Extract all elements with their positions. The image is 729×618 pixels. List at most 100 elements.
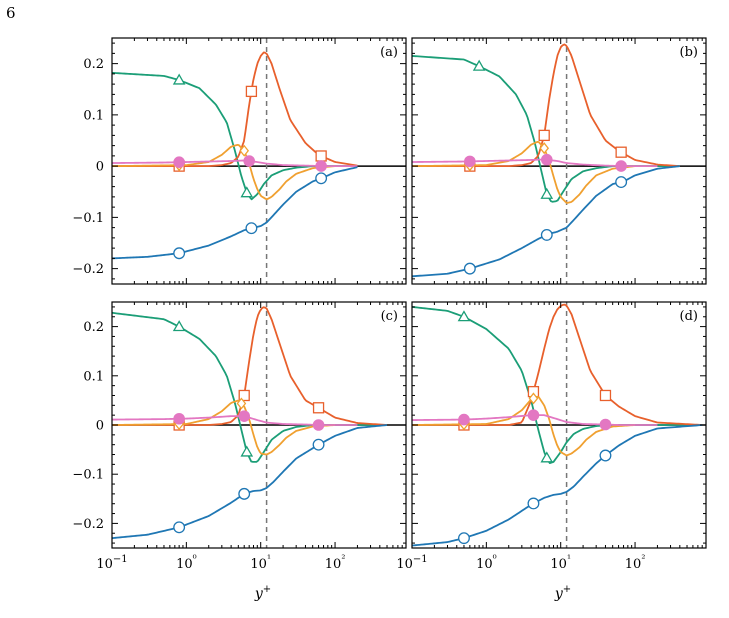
panel-d-xtick-base: 10 [550, 557, 567, 572]
panel-a-frame [111, 37, 407, 285]
panel-d-series-green-line [412, 306, 703, 465]
panel-c-xtick-base: 10 [176, 557, 193, 572]
panel-d-series-magenta-marker-0 [458, 413, 470, 426]
panel-d-xlabel-base: y [554, 586, 564, 602]
panel-c-xtick-label: 10¹ [250, 554, 271, 572]
panel-c-ytick-label: 0 [96, 419, 104, 434]
panel-b-series-blue-line [412, 165, 680, 278]
panel-d-series-orange-marker-1 [528, 392, 539, 405]
panel-d-xtick-label: 10−1 [396, 554, 427, 572]
panel-d-xtick-base: 10 [625, 557, 642, 572]
panel-b-series-green-marker-1 [540, 187, 554, 199]
panel-c-series-blue-marker-2 [312, 438, 325, 451]
panel-d-series-orange-line [412, 395, 636, 457]
panel-d-series-blue-marker-1 [527, 497, 540, 510]
panel-d-series-green [412, 306, 703, 465]
panel-b-series-red-marker-2 [615, 146, 627, 158]
panel-a-series-orange [112, 143, 336, 201]
panel-c-series-magenta [112, 410, 358, 431]
panel-a-series-blue [112, 166, 358, 260]
panel-c-xlabel-sup: + [263, 584, 271, 595]
panel-b-series-magenta [412, 153, 658, 172]
panel-c-series-blue-marker-1 [238, 487, 251, 500]
panel-c-series-red-line [112, 306, 388, 426]
panel-b-series-blue-marker-0 [463, 262, 476, 275]
panel-c-series-magenta-marker-0 [173, 412, 185, 425]
panel-a-ytick-label: 0.1 [83, 108, 104, 123]
panel-d-series-blue-marker-0 [458, 532, 470, 545]
panel-d-xtick-label: 10² [625, 554, 646, 572]
panel-c-xtick-label: 10⁰ [176, 554, 197, 572]
panel-c-xlabel: y+ [254, 584, 271, 602]
panel-d-series-red-marker-2 [599, 389, 612, 402]
panel-a-series-orange-line [112, 143, 336, 201]
panel-d-series-magenta-marker-2 [599, 418, 612, 431]
panel-c-xlabel-base: y [254, 586, 264, 602]
panel-d-label: (d) [680, 309, 698, 324]
panel-d-series-green-marker-0 [457, 310, 471, 322]
panel-c-series-green-marker-1 [240, 445, 254, 457]
panel-a-label: (a) [380, 45, 398, 60]
panel-a-series-red-marker-2 [315, 150, 327, 162]
panel-c-xtick-exponent: ² [341, 554, 345, 565]
panel-a-series-blue-marker-2 [315, 172, 328, 185]
panel-a-series-magenta-marker-1 [243, 155, 255, 167]
panel-c-xtick-exponent: ⁰ [193, 554, 197, 565]
panel-d-xtick-label: 10⁰ [476, 554, 497, 572]
panel-a-ytick-label: 0 [96, 160, 104, 175]
page-number: 6 [6, 4, 16, 22]
panel-a-series-green-marker-1 [240, 186, 254, 198]
panel-d-series-green-marker-1 [540, 451, 554, 463]
panel-a-series-blue-marker-0 [173, 247, 186, 260]
panel-b-series-magenta-marker-1 [540, 153, 553, 166]
panel-d-xtick-exponent: ² [641, 554, 645, 565]
panel-a: 0.2 0.1 0 −0.1 −0.2 (a) [72, 37, 407, 285]
panel-b-series-red-marker-1 [538, 129, 550, 142]
panel-d-xtick-exponent: −1 [413, 554, 428, 565]
panel-d-series-blue [412, 424, 703, 547]
panel-b-series-magenta-marker-0 [464, 155, 476, 168]
panel-c-xtick-base: 10 [250, 557, 267, 572]
panel-c-series-blue [112, 424, 388, 540]
panel-c-series-magenta-marker-2 [312, 419, 325, 431]
panel-d-xlabel-sup: + [563, 584, 571, 595]
panel-b-series-orange-marker-1 [539, 142, 550, 155]
panel-d-xtick-label: 10¹ [550, 554, 571, 572]
panel-a-series-orange-marker-1 [239, 144, 250, 157]
panel-c-xtick-label: 10−1 [96, 554, 127, 572]
panel-b-series-orange-line [412, 140, 636, 204]
panel-a-series-red-marker-1 [245, 85, 258, 98]
panel-c-plot-area [112, 302, 406, 548]
panel-d-series-magenta [412, 409, 658, 431]
panel-b-series-blue-marker-2 [615, 176, 628, 189]
panel-a-series-magenta-marker-2 [315, 160, 327, 172]
panel-c-series-green-marker-0 [172, 320, 186, 332]
panel-a-series-magenta-marker-0 [173, 156, 185, 168]
panel-d-series-magenta-marker-1 [527, 409, 540, 421]
panel-d-plot-area [412, 302, 706, 548]
panel-c-xtick-exponent: −1 [113, 554, 128, 565]
panel-c-ytick-label: 0.2 [83, 320, 104, 335]
panel-b-plot-area [412, 38, 706, 284]
panel-b-series-magenta-marker-2 [615, 160, 627, 172]
panel-b-label: (b) [680, 45, 698, 60]
panel-d-xlabel: y+ [554, 584, 571, 602]
panel-b-series-blue [412, 165, 680, 278]
panel-c-series-magenta-marker-1 [238, 410, 251, 422]
panel-d-xtick-exponent: ⁰ [493, 554, 497, 565]
panel-c-series-red [112, 306, 388, 431]
panel-b-series-green-marker-0 [472, 59, 486, 71]
panel-a-ytick-label: −0.1 [72, 211, 104, 226]
panel-c-series-blue-marker-0 [173, 521, 186, 534]
panel-d-xtick-base: 10 [396, 557, 413, 572]
panel-c-series-blue-line [112, 424, 388, 540]
panel-b: (b) [411, 37, 707, 285]
panel-c-label: (c) [381, 309, 398, 324]
panel-c-series-orange-marker-1 [236, 397, 247, 410]
panel-d-xtick-base: 10 [476, 557, 493, 572]
panel-a-series-green-marker-0 [172, 73, 186, 85]
panel-b-series-orange [412, 140, 636, 204]
